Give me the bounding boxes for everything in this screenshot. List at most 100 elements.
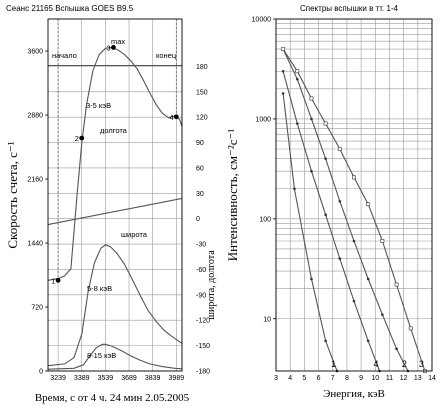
right-point-4 bbox=[324, 213, 327, 217]
left-point-3 bbox=[111, 45, 116, 50]
right-point-3 bbox=[295, 69, 300, 74]
left-x-axis-label: Время, с от 4 ч. 24 мин 2.05.2005 bbox=[35, 392, 190, 404]
left-y2-tick-label: -30 bbox=[196, 242, 206, 249]
left-grid bbox=[48, 19, 182, 372]
left-point-2 bbox=[79, 135, 85, 141]
right-point-2 bbox=[310, 117, 313, 121]
right-y-tick-label: 1000 bbox=[255, 116, 271, 123]
left-y-tick-label: 2160 bbox=[27, 177, 43, 184]
left-y2-tick-label: 180 bbox=[196, 64, 208, 71]
left-x-tick-label: 3689 bbox=[121, 375, 137, 382]
right-x-tick-label: 4 bbox=[288, 375, 292, 382]
left-y2-tick-label: -120 bbox=[196, 318, 210, 325]
right-point-2 bbox=[352, 239, 356, 243]
right-x-axis-label: Энергия, кэВ bbox=[323, 388, 385, 400]
right-series-label-3: 3 bbox=[419, 359, 424, 369]
left-y2-tick-label: -60 bbox=[196, 267, 206, 274]
left-point-label-1: 1 bbox=[51, 276, 55, 285]
right-y-tick-label: 10000 bbox=[252, 17, 272, 24]
right-point-4 bbox=[310, 169, 313, 173]
right-point-2 bbox=[295, 77, 299, 81]
end-label: конец bbox=[156, 51, 177, 60]
right-x-tick-label: 9 bbox=[359, 375, 363, 382]
left-x-tick-label: 3989 bbox=[169, 375, 185, 382]
right-point-4 bbox=[295, 122, 299, 125]
left-y2-tick-label: -90 bbox=[196, 292, 206, 299]
right-grid bbox=[275, 18, 433, 371]
left-y2-tick-label: 150 bbox=[196, 89, 208, 96]
right-series-label-1: 1 bbox=[331, 359, 336, 369]
left-y2-tick-label: 90 bbox=[196, 140, 204, 147]
left-y-axis-label: Скорость счета, с⁻¹ bbox=[5, 141, 20, 248]
right-point-2 bbox=[366, 277, 370, 281]
left-x-tick-label: 3539 bbox=[98, 375, 114, 382]
left-curves bbox=[47, 19, 183, 370]
right-x-tick-label: 11 bbox=[386, 375, 393, 382]
right-point-3 bbox=[352, 175, 356, 180]
right-point-4 bbox=[281, 69, 285, 73]
right-point-3 bbox=[380, 239, 385, 243]
left-x-tick-label: 3839 bbox=[145, 375, 161, 382]
right-curves: 1 2 3 4 bbox=[281, 47, 427, 373]
right-point-3 bbox=[309, 96, 314, 101]
left-chart: 3239 3389 3539 3689 3839 39890720144021602880… bbox=[5, 4, 217, 404]
right-x-tick-label: 13 bbox=[414, 375, 422, 382]
series-label-3-5kev: 3-5 кэВ bbox=[86, 101, 111, 110]
left-point-1 bbox=[55, 277, 61, 283]
left-series-line-4 bbox=[47, 197, 183, 226]
right-point-4 bbox=[352, 299, 356, 303]
left-y-tick-label: 0 bbox=[39, 369, 43, 376]
right-point-2 bbox=[324, 157, 327, 160]
left-marker-points: 1 2 3 4 bbox=[51, 43, 179, 285]
right-point-1 bbox=[324, 339, 327, 343]
right-series-line-2 bbox=[282, 48, 409, 372]
left-series-line-1 bbox=[47, 244, 183, 367]
right-series-label-2: 2 bbox=[402, 359, 407, 369]
left-y-tick-label: 720 bbox=[31, 305, 43, 312]
longitude-line-label: долгота bbox=[100, 126, 128, 135]
latitude-line-label: широта bbox=[121, 230, 148, 239]
left-ticks: 3239 3389 3539 3689 3839 39890720144021602880… bbox=[27, 49, 210, 383]
series-label-8-15kev: 8-15 кэВ bbox=[87, 351, 116, 360]
right-point-1 bbox=[281, 92, 285, 95]
left-chart-title: Сеанс 21165 Вспышка GOES B9.5 bbox=[6, 4, 134, 13]
left-point-4 bbox=[173, 114, 179, 120]
right-point-2 bbox=[395, 347, 398, 351]
left-series-line-0 bbox=[47, 46, 183, 281]
right-series-line-4 bbox=[282, 71, 381, 372]
start-label: начало bbox=[52, 51, 77, 60]
left-y2-tick-label: 60 bbox=[196, 165, 204, 172]
left-point-label-2: 2 bbox=[75, 134, 79, 143]
right-y-tick-label: 100 bbox=[259, 216, 271, 223]
left-y2-tick-label: -180 bbox=[196, 369, 210, 376]
right-point-2 bbox=[338, 199, 342, 203]
series-label-5-8kev: 5-8 кэВ bbox=[87, 284, 112, 293]
left-point-label-3: 3 bbox=[106, 43, 110, 52]
left-y2-tick-label: -150 bbox=[196, 343, 210, 350]
left-point-label-4: 4 bbox=[169, 113, 173, 122]
right-x-tick-label: 3 bbox=[274, 375, 278, 382]
left-y2-tick-label: 30 bbox=[196, 191, 204, 198]
left-right-axis-label: широта, долгота bbox=[206, 250, 217, 320]
right-x-tick-label: 8 bbox=[345, 375, 349, 382]
right-point-2 bbox=[381, 313, 384, 316]
left-y2-tick-label: 0 bbox=[196, 216, 200, 223]
left-y2-tick-label: 120 bbox=[196, 115, 208, 122]
right-point-3 bbox=[408, 326, 413, 331]
right-point-3 bbox=[366, 202, 371, 207]
right-chart-title: Спектры вспышки в тт. 1-4 bbox=[300, 4, 399, 13]
right-plot-frame bbox=[275, 18, 433, 372]
right-point-3 bbox=[323, 121, 328, 126]
left-y-tick-label: 3600 bbox=[27, 49, 43, 56]
right-series-line-1 bbox=[282, 93, 338, 372]
left-x-tick-label: 3239 bbox=[50, 375, 66, 382]
right-series-label-4: 4 bbox=[374, 359, 379, 369]
right-point-3 bbox=[281, 47, 285, 51]
right-point-1 bbox=[310, 277, 313, 281]
right-x-tick-label: 5 bbox=[302, 375, 306, 382]
right-x-tick-label: 12 bbox=[400, 375, 408, 382]
right-point-1 bbox=[293, 187, 296, 191]
